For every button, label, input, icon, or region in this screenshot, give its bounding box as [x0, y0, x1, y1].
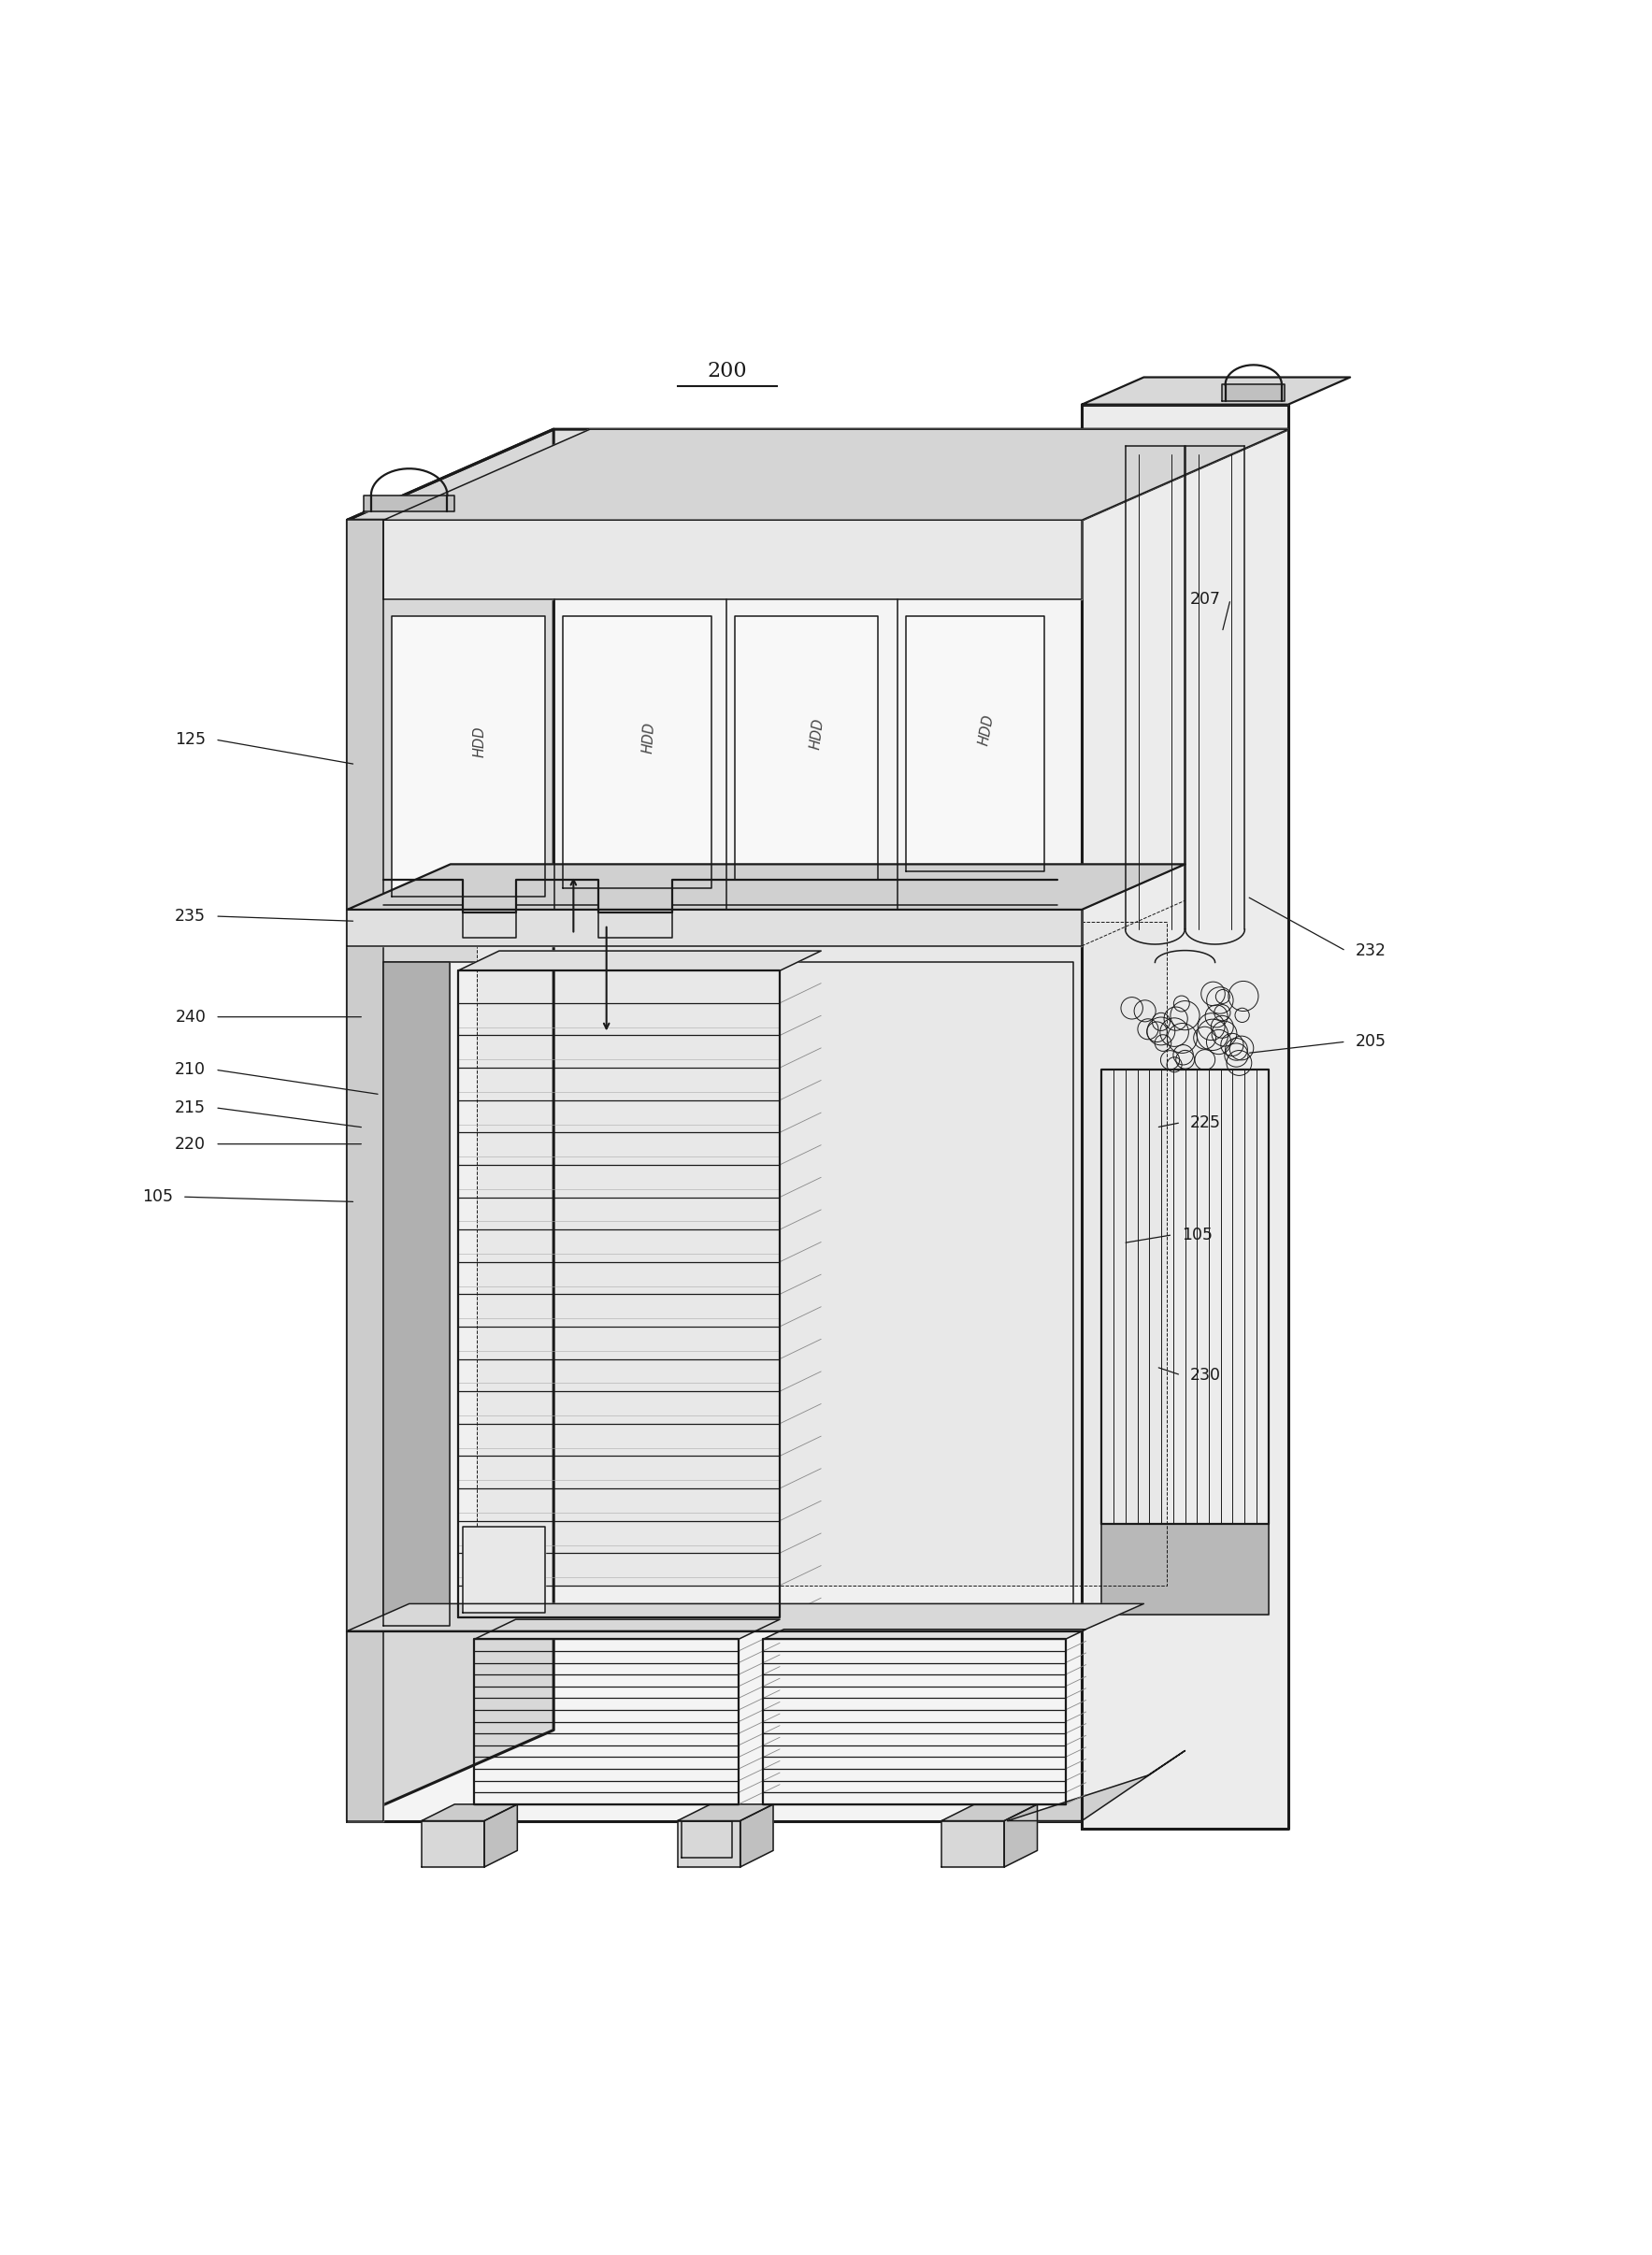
Text: 230: 230: [1189, 1367, 1221, 1385]
Polygon shape: [383, 963, 449, 1626]
Polygon shape: [1082, 404, 1289, 1829]
Polygon shape: [421, 1820, 484, 1867]
Polygon shape: [1004, 1804, 1037, 1867]
Polygon shape: [421, 1804, 517, 1820]
Polygon shape: [458, 952, 821, 970]
Text: 240: 240: [175, 1008, 206, 1026]
Polygon shape: [347, 909, 1082, 945]
Polygon shape: [383, 428, 1289, 521]
Polygon shape: [942, 1804, 1037, 1820]
Polygon shape: [363, 496, 454, 512]
Polygon shape: [905, 616, 1044, 873]
Polygon shape: [677, 1820, 740, 1867]
Polygon shape: [347, 1603, 1143, 1630]
Polygon shape: [383, 963, 1074, 1626]
Text: 105: 105: [142, 1188, 173, 1204]
Text: 210: 210: [175, 1062, 206, 1078]
Polygon shape: [735, 616, 877, 879]
Text: HDD: HDD: [809, 717, 826, 751]
Polygon shape: [942, 1820, 1004, 1867]
Text: 200: 200: [707, 361, 747, 381]
Polygon shape: [347, 428, 1289, 521]
Text: 235: 235: [175, 909, 206, 925]
Text: 125: 125: [175, 731, 206, 749]
Text: 225: 225: [1189, 1114, 1221, 1132]
Polygon shape: [763, 1630, 1085, 1639]
Polygon shape: [1102, 1524, 1269, 1615]
Polygon shape: [347, 521, 383, 1820]
Polygon shape: [677, 1804, 773, 1820]
Polygon shape: [347, 521, 1082, 1820]
Polygon shape: [740, 1804, 773, 1867]
Polygon shape: [476, 922, 1166, 1585]
Polygon shape: [474, 1619, 780, 1639]
Text: 105: 105: [1181, 1227, 1213, 1243]
Polygon shape: [347, 864, 1184, 909]
Polygon shape: [1082, 377, 1350, 404]
Polygon shape: [392, 616, 545, 897]
Polygon shape: [1008, 1750, 1184, 1820]
Polygon shape: [383, 521, 1082, 600]
Text: 215: 215: [175, 1098, 206, 1116]
Polygon shape: [1222, 386, 1285, 401]
Polygon shape: [563, 616, 712, 888]
Polygon shape: [682, 1820, 732, 1858]
Text: 205: 205: [1355, 1033, 1386, 1051]
Text: HDD: HDD: [976, 713, 996, 746]
Polygon shape: [463, 1527, 545, 1612]
Text: HDD: HDD: [472, 726, 487, 758]
Polygon shape: [484, 1804, 517, 1867]
Text: 207: 207: [1189, 591, 1221, 607]
Text: HDD: HDD: [641, 722, 657, 753]
Polygon shape: [347, 428, 553, 1820]
Text: 220: 220: [175, 1137, 206, 1152]
Text: 232: 232: [1355, 943, 1386, 958]
